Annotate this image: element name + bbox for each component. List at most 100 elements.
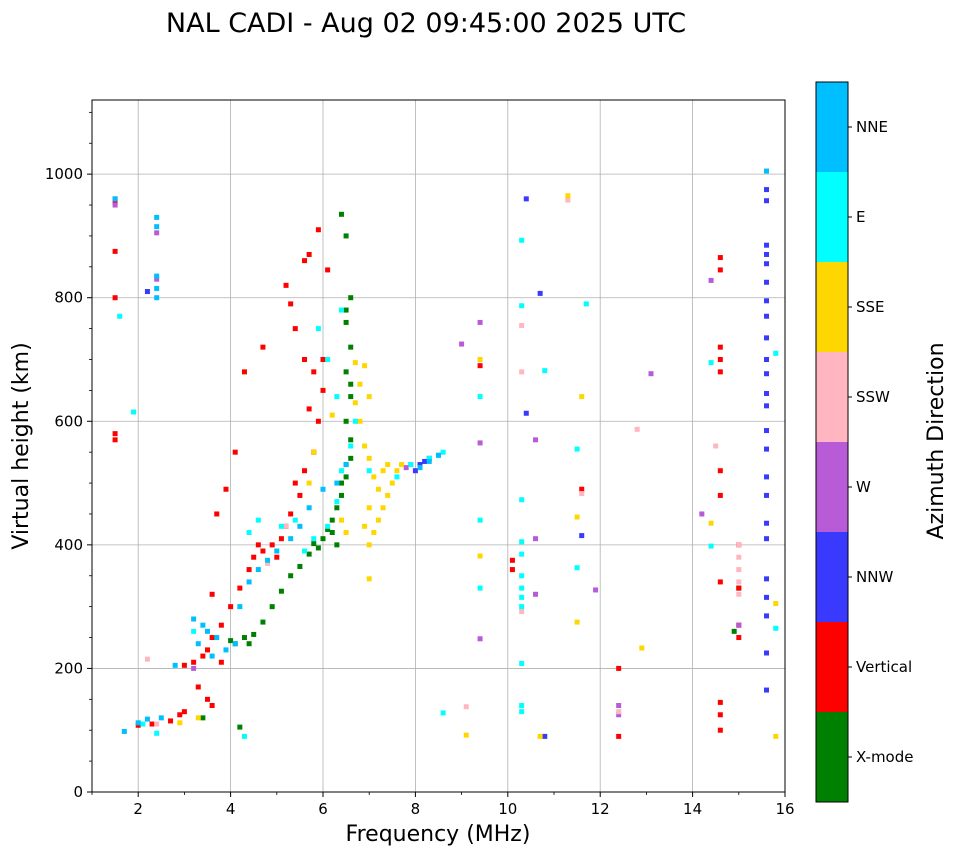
data-point (717, 579, 723, 585)
data-point (177, 720, 183, 726)
data-point (717, 344, 723, 350)
data-point (311, 369, 317, 375)
data-point (519, 709, 525, 715)
series-x-mode (200, 211, 742, 730)
data-point (329, 412, 335, 418)
data-point (260, 619, 266, 625)
data-point (519, 497, 525, 503)
data-point (764, 446, 770, 452)
data-point (338, 307, 344, 313)
colorbar-category-label: SSE (856, 298, 885, 316)
data-point (366, 505, 372, 511)
data-point (440, 449, 446, 455)
data-point (394, 468, 400, 474)
data-point (352, 400, 358, 406)
data-point (338, 211, 344, 217)
data-point (764, 594, 770, 600)
data-point (154, 295, 160, 301)
data-point (362, 443, 368, 449)
data-point (251, 554, 257, 560)
data-point (241, 635, 247, 641)
data-point (348, 344, 354, 350)
data-point (334, 394, 340, 400)
data-point (149, 721, 155, 727)
data-point (574, 514, 580, 520)
colorbar-swatch (816, 712, 848, 802)
data-point (181, 709, 187, 715)
data-point (764, 371, 770, 377)
data-point (357, 418, 363, 424)
data-point (117, 313, 123, 319)
x-tick-label: 16 (775, 800, 794, 818)
x-tick-label: 14 (683, 800, 702, 818)
data-point (764, 357, 770, 362)
data-point (533, 591, 539, 597)
data-point (533, 437, 539, 443)
data-point (181, 662, 187, 668)
data-point (565, 197, 571, 203)
data-point (144, 716, 150, 722)
colorbar-swatch (816, 442, 848, 532)
data-point (311, 541, 317, 547)
data-point (315, 326, 321, 332)
data-point (292, 480, 298, 486)
data-point (764, 576, 770, 582)
data-point (385, 462, 391, 468)
data-point (209, 703, 215, 708)
data-point (477, 585, 483, 591)
data-point (334, 499, 340, 505)
data-point (348, 443, 354, 449)
data-point (519, 323, 525, 329)
data-point (343, 462, 349, 468)
data-point (519, 609, 525, 615)
data-point (736, 622, 742, 628)
data-point (302, 357, 308, 362)
y-tick-label: 600 (54, 412, 83, 430)
data-point (616, 703, 622, 708)
data-point (274, 554, 280, 560)
data-point (616, 733, 622, 739)
y-axis-label: Virtual height (km) (9, 342, 34, 549)
data-point (218, 659, 224, 665)
x-tick-label: 4 (226, 800, 236, 818)
y-tick-label: 0 (73, 783, 83, 801)
data-point (764, 251, 770, 257)
data-point (154, 273, 160, 279)
data-point (417, 462, 423, 468)
data-point (265, 560, 271, 566)
data-point (320, 357, 326, 362)
data-point (616, 709, 622, 715)
data-point (537, 733, 543, 739)
data-point (131, 409, 137, 415)
colorbar-swatch (816, 622, 848, 712)
data-point (477, 636, 483, 642)
data-point (154, 214, 160, 220)
data-point (329, 517, 335, 523)
colorbar-category-label: X-mode (856, 748, 913, 766)
data-point (302, 468, 308, 474)
data-point (565, 193, 571, 199)
data-point (158, 715, 164, 721)
data-point (232, 449, 238, 455)
data-point (251, 631, 257, 637)
data-point (708, 277, 714, 283)
data-point (288, 573, 294, 579)
data-point (135, 720, 141, 726)
data-point (385, 492, 391, 498)
data-point (764, 474, 770, 480)
colorbar-swatch (816, 532, 848, 622)
data-point (412, 468, 418, 474)
data-point (764, 403, 770, 409)
data-point (764, 187, 770, 193)
data-point (736, 591, 742, 597)
data-point (362, 363, 368, 369)
data-point (154, 730, 160, 736)
data-point (329, 530, 335, 535)
data-point (764, 198, 770, 204)
data-point (288, 511, 294, 517)
data-point (579, 491, 585, 497)
data-point (389, 480, 395, 486)
data-point (315, 545, 321, 551)
data-point (343, 418, 349, 424)
data-point (112, 295, 118, 301)
